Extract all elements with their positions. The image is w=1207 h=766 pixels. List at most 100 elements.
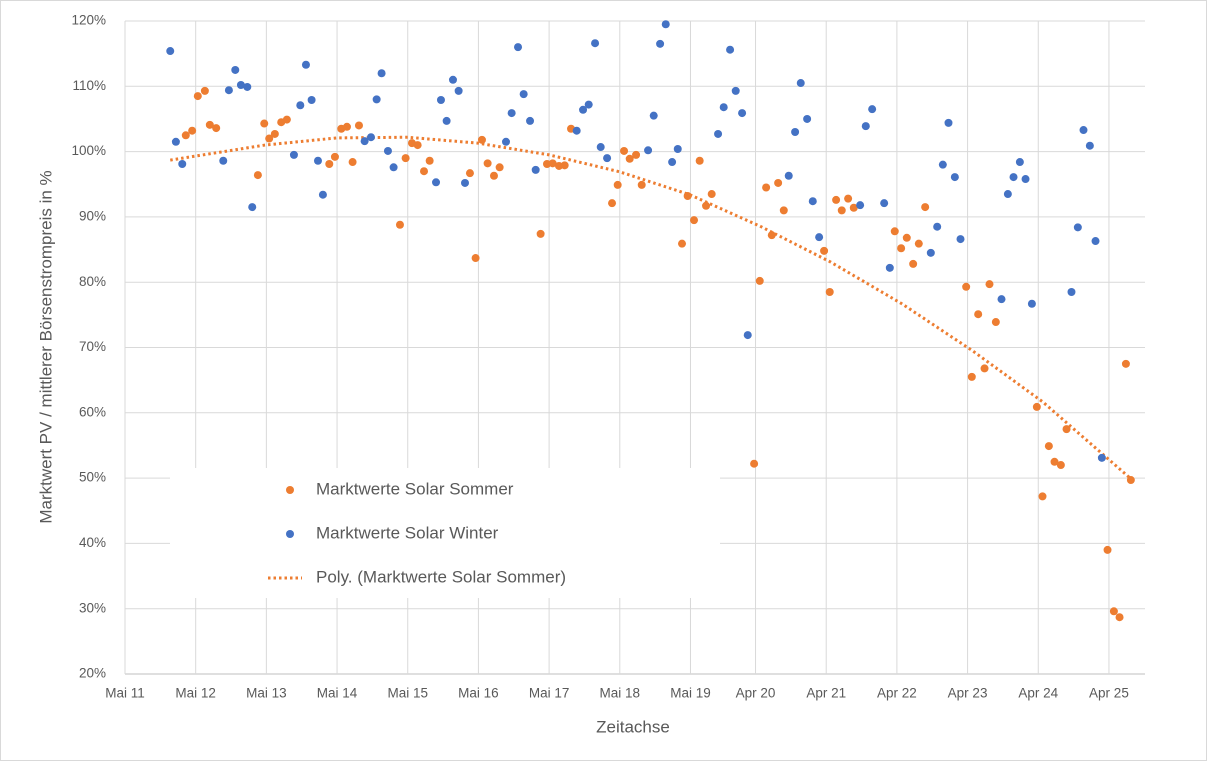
scatter-point xyxy=(483,159,492,168)
scatter-point xyxy=(632,150,641,159)
scatter-point xyxy=(171,137,180,146)
x-tick-label: Apr 21 xyxy=(806,686,846,701)
scatter-point xyxy=(649,111,658,120)
scatter-point xyxy=(461,178,469,187)
scatter-point xyxy=(572,126,581,135)
scatter-point xyxy=(178,160,187,169)
scatter-point xyxy=(1038,492,1047,501)
scatter-point xyxy=(454,86,463,95)
scatter-point xyxy=(868,105,877,114)
scatter-point xyxy=(401,154,410,163)
scatter-point xyxy=(514,43,523,52)
scatter-point xyxy=(1126,476,1135,485)
scatter-point xyxy=(181,131,190,140)
scatter-point xyxy=(921,203,930,212)
scatter-point xyxy=(608,199,617,208)
x-tick-label: Mai 17 xyxy=(529,686,570,701)
scatter-point xyxy=(803,114,812,123)
legend-box xyxy=(170,468,720,598)
legend-label: Marktwerte Solar Sommer xyxy=(316,479,514,498)
scatter-point xyxy=(690,216,699,225)
scatter-point xyxy=(683,192,692,201)
scatter-point xyxy=(719,103,728,112)
scatter-point xyxy=(861,122,870,131)
scatter-point xyxy=(844,194,853,203)
scatter-point xyxy=(519,90,528,99)
scatter-point xyxy=(425,156,434,165)
scatter-point xyxy=(944,118,953,127)
scatter-point xyxy=(265,134,274,143)
scatter-point xyxy=(248,203,257,212)
scatter-point xyxy=(318,190,327,199)
scatter-point xyxy=(985,280,994,289)
scatter-point xyxy=(372,95,381,104)
scatter-point xyxy=(1003,190,1012,199)
scatter-point xyxy=(591,39,600,48)
y-tick-label: 80% xyxy=(79,274,106,289)
scatter-point xyxy=(596,143,605,152)
scatter-point xyxy=(289,150,298,159)
trendline xyxy=(170,135,1132,480)
scatter-point xyxy=(678,239,687,248)
legend-swatch xyxy=(286,486,294,494)
scatter-point xyxy=(205,120,214,129)
x-tick-label: Apr 25 xyxy=(1089,686,1129,701)
y-tick-label: 90% xyxy=(79,208,106,223)
scatter-point xyxy=(579,105,588,114)
scatter-point xyxy=(224,86,233,95)
scatter-point xyxy=(413,141,422,150)
x-tick-label: Apr 23 xyxy=(948,686,988,701)
scatter-point xyxy=(714,129,723,138)
scatter-point xyxy=(507,109,516,118)
scatter-point xyxy=(313,156,322,165)
scatter-point xyxy=(644,146,653,155)
scatter-point xyxy=(743,331,752,340)
y-tick-label: 50% xyxy=(79,470,106,485)
scatter-point xyxy=(656,39,665,48)
scatter-point xyxy=(253,171,262,180)
legend-swatch xyxy=(286,530,294,538)
scatter-point xyxy=(395,220,404,229)
scatter-point xyxy=(1091,237,1100,246)
scatter-point xyxy=(301,60,310,69)
scatter-point xyxy=(1097,453,1106,462)
scatter-point xyxy=(296,101,305,110)
scatter-point xyxy=(695,156,704,165)
scatter-point xyxy=(548,159,557,168)
scatter-point xyxy=(815,233,824,242)
scatter-point xyxy=(360,137,369,146)
scatter-point xyxy=(613,180,622,189)
scatter-point xyxy=(909,259,918,268)
scatter-point xyxy=(762,183,771,192)
scatter-point xyxy=(495,163,504,172)
scatter-point xyxy=(997,295,1006,304)
scatter-point xyxy=(890,227,899,236)
scatter-point xyxy=(779,206,788,215)
scatter-point xyxy=(938,160,947,169)
x-tick-label: Mai 13 xyxy=(246,686,287,701)
scatter-point xyxy=(377,69,386,78)
scatter-point xyxy=(707,190,716,199)
scatter-point xyxy=(200,86,209,95)
scatter-point xyxy=(933,222,942,231)
legend: Marktwerte Solar Sommer Marktwerte Solar … xyxy=(170,468,720,598)
scatter-point xyxy=(967,372,976,381)
scatter-point xyxy=(282,115,291,124)
scatter-point xyxy=(236,80,245,89)
scatter-point xyxy=(1115,613,1124,622)
scatter-point xyxy=(231,65,240,74)
x-tick-label: Mai 15 xyxy=(387,686,428,701)
scatter-point xyxy=(791,128,800,137)
scatter-point xyxy=(702,201,711,210)
scatter-point xyxy=(166,47,175,56)
scatter-point xyxy=(625,154,634,163)
scatter-point xyxy=(536,229,545,238)
scatter-point xyxy=(219,156,228,165)
scatter-point xyxy=(832,195,841,204)
scatter-point xyxy=(1103,545,1112,554)
scatter-point xyxy=(243,82,252,91)
x-tick-label: Mai 19 xyxy=(670,686,711,701)
scatter-point xyxy=(885,263,894,272)
